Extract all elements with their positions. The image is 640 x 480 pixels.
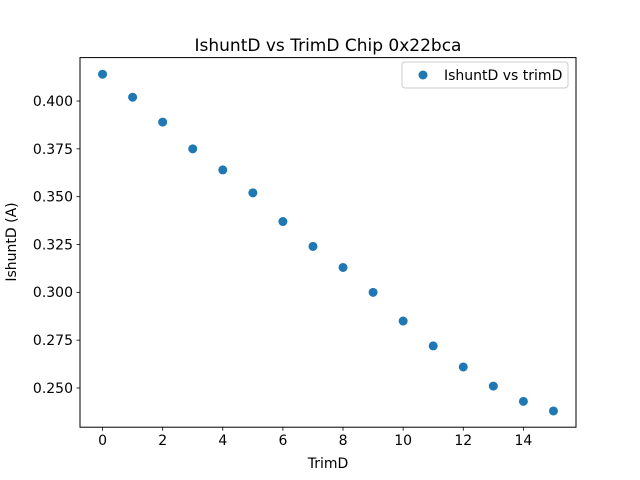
y-tick-label: 0.375 — [33, 142, 73, 158]
data-point — [368, 287, 378, 297]
x-tick-label: 8 — [339, 433, 348, 449]
data-point — [548, 406, 558, 416]
x-tick-label: 4 — [218, 433, 227, 449]
y-tick-label: 0.350 — [33, 190, 73, 206]
plot-area — [79, 57, 577, 428]
legend-box — [401, 61, 569, 89]
data-point — [338, 262, 348, 272]
x-tick-label: 10 — [394, 433, 412, 449]
y-tick-label: 0.400 — [33, 94, 73, 110]
data-point — [218, 165, 228, 175]
data-point — [458, 362, 468, 372]
data-point — [488, 381, 498, 391]
data-point — [278, 217, 288, 227]
x-tick-label: 2 — [158, 433, 167, 449]
data-point — [428, 341, 438, 351]
legend: IshuntD vs trimD — [401, 61, 569, 89]
data-point — [188, 144, 198, 154]
y-tick-label: 0.325 — [33, 237, 73, 253]
data-point — [308, 241, 318, 251]
x-tick-label: 0 — [98, 433, 107, 449]
x-axis-label: TrimD — [307, 456, 349, 472]
y-tick-label: 0.275 — [33, 333, 73, 349]
data-point — [158, 117, 168, 127]
y-tick-label: 0.250 — [33, 381, 73, 397]
legend-marker-dot-icon — [418, 70, 428, 80]
scatter-points — [98, 69, 558, 416]
x-tick-label: 12 — [454, 433, 472, 449]
axis-ticks: 0 2 4 6 8 10 12 14 0.250 0.275 0.300 0.325 0.350 0.37… — [33, 94, 532, 449]
x-tick-label: 6 — [278, 433, 287, 449]
data-point — [128, 92, 138, 102]
chart-title: IshuntD vs TrimD Chip 0x22bca — [195, 36, 462, 56]
data-point — [248, 188, 258, 198]
data-point — [98, 69, 108, 79]
legend-label: IshuntD vs trimD — [444, 68, 562, 84]
x-tick-label: 14 — [514, 433, 532, 449]
y-tick-label: 0.300 — [33, 285, 73, 301]
y-axis-label: IshuntD (A) — [4, 202, 20, 281]
data-point — [398, 316, 408, 326]
data-point — [518, 396, 528, 406]
